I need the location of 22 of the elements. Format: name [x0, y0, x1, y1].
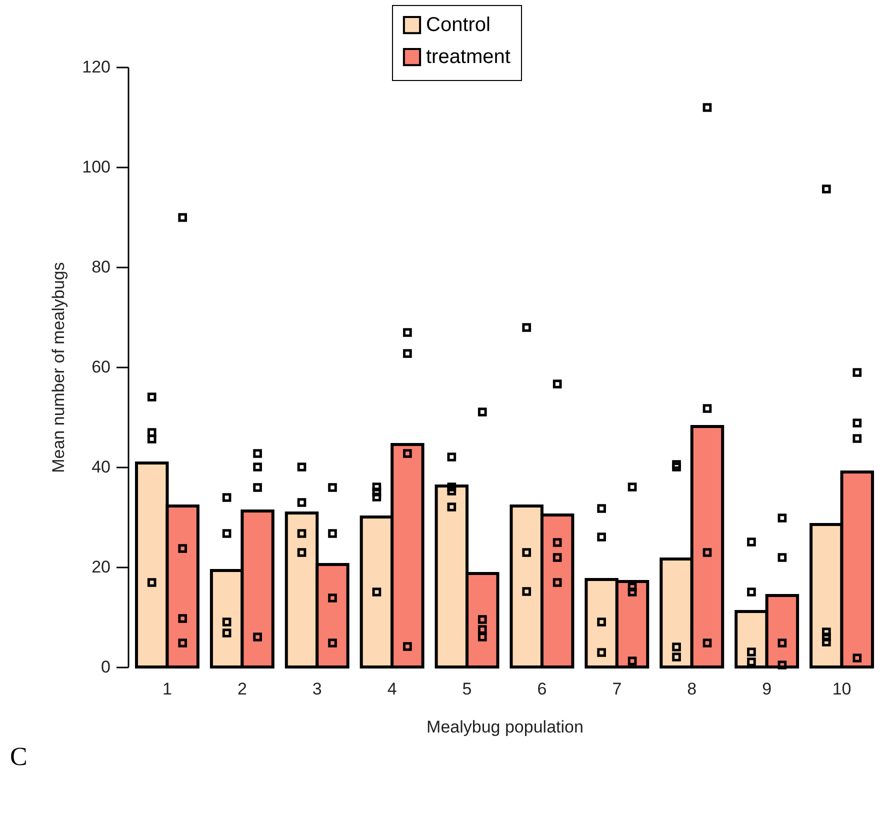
y-tick-label: 80	[92, 258, 110, 276]
y-axis-title: Mean number of mealybugs	[49, 262, 68, 473]
y-tick-label: 100	[82, 158, 110, 176]
y-tick-label: 40	[92, 458, 110, 476]
x-axis-title: Mealybug population	[426, 718, 584, 736]
y-tick-label: 0	[101, 658, 110, 676]
x-tick-label: 1	[162, 680, 172, 698]
legend-label: Control	[426, 14, 490, 36]
text: C	[10, 742, 28, 771]
x-tick-label: 7	[612, 680, 622, 698]
x-tick-label: 2	[237, 680, 247, 698]
x-tick-label: 9	[762, 680, 772, 698]
x-tick-label: 10	[832, 680, 852, 698]
x-tick-label: 4	[387, 680, 397, 698]
x-tick-label: 6	[537, 680, 547, 698]
legend-label: treatment	[426, 46, 511, 68]
x-tick-label: 8	[687, 680, 697, 698]
x-tick-label: 5	[462, 680, 472, 698]
y-tick-label: 60	[92, 358, 110, 376]
x-tick-label: 3	[312, 680, 322, 698]
y-tick-label: 20	[92, 558, 110, 576]
y-tick-label: 120	[82, 58, 110, 76]
